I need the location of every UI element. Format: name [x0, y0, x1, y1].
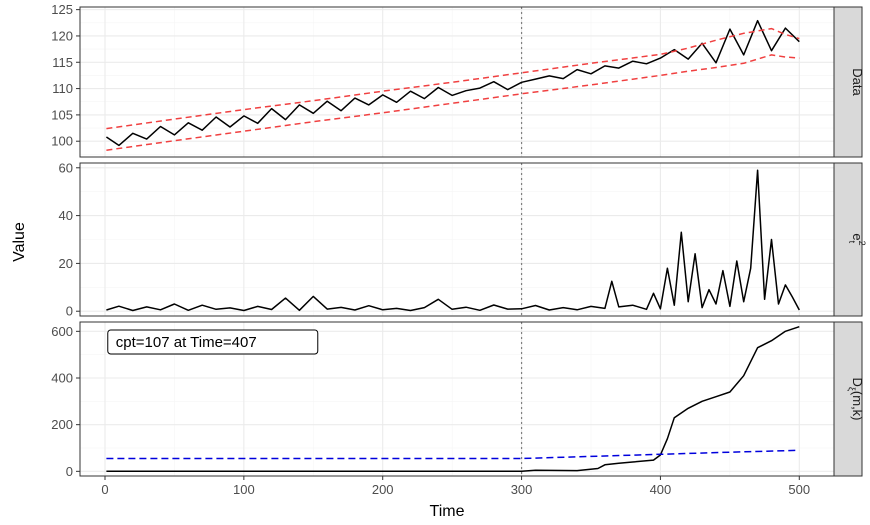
y-axis-title: Value	[11, 222, 28, 262]
x-tick-label: 400	[650, 482, 672, 497]
lower-band-line	[106, 54, 800, 151]
y-tick-label: 20	[59, 256, 73, 271]
x-tick-label: 300	[511, 482, 533, 497]
y-tick-label: 115	[52, 55, 73, 70]
facet-strip	[833, 6, 863, 158]
x-tick-label: 500	[788, 482, 810, 497]
facet-strip-label: Data	[850, 68, 865, 96]
y-tick-label: 600	[51, 324, 73, 339]
annotation-box	[107, 329, 319, 355]
y-tick-label: 120	[51, 28, 73, 43]
y-tick-label: 110	[52, 81, 73, 96]
detector-statistic-line	[106, 325, 800, 473]
y-tick-label: 105	[51, 107, 73, 122]
facet-strip-label: e2t	[847, 233, 867, 245]
chart-panels: 100 105 110 115 120 125 Data 0 20 40 60 e2t 0 200 400 6…	[51, 2, 867, 479]
y-tick-label: 60	[59, 160, 73, 175]
x-axis: 0 100 200 300 400 500	[101, 476, 810, 497]
y-tick-label: 40	[59, 208, 73, 223]
y-tick-label: 0	[66, 304, 73, 319]
facet-strip-label: Dξ(m,k)	[847, 377, 865, 420]
data-series-line	[105, 19, 800, 147]
x-tick-label: 200	[372, 482, 394, 497]
x-tick-label: 100	[233, 482, 255, 497]
threshold-line	[106, 449, 800, 460]
x-tick-label: 0	[101, 482, 108, 497]
y-tick-label: 400	[51, 371, 73, 386]
y-tick-label: 100	[51, 134, 73, 149]
facet-strip	[833, 321, 863, 477]
x-axis-title: Time	[430, 503, 465, 520]
y-tick-label: 200	[51, 417, 73, 432]
changepoint-annotation: cpt=107 at Time=407	[116, 334, 257, 351]
y-tick-label: 0	[66, 464, 73, 479]
y-tick-label: 125	[51, 2, 73, 17]
squared-error-line	[106, 169, 800, 312]
upper-band-line	[106, 27, 800, 130]
facet-strip	[833, 162, 863, 317]
